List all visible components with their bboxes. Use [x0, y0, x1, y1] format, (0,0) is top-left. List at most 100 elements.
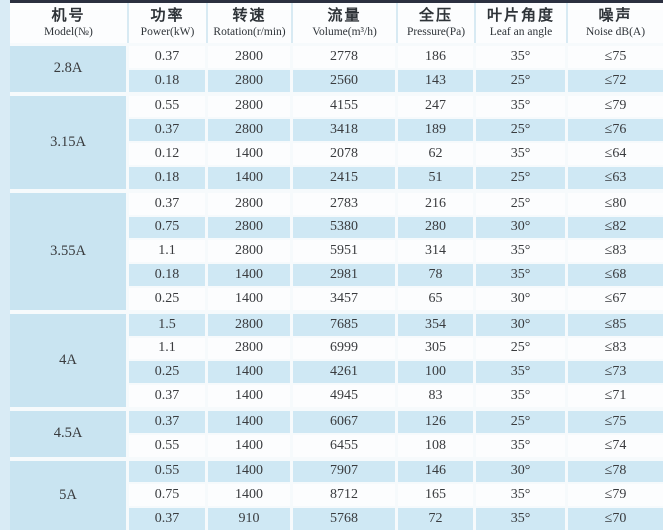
angle-cell: 35° — [476, 508, 565, 530]
volume-cell: 4155 — [293, 95, 395, 118]
column-header-zh: 全压 — [418, 8, 453, 24]
table-row: 0.37 2800 3418 189 25° ≤76 — [129, 119, 663, 142]
model-cell: 3.55A — [10, 192, 126, 310]
volume-cell: 7907 — [293, 460, 395, 483]
table-header: 机号 Model(№) 功率 Power(kW) 转速 Rotation(r/min) 流量… — [10, 0, 663, 43]
pressure-cell: 51 — [398, 166, 473, 189]
column-header-en: Pressure(Pa) — [406, 26, 466, 38]
model-cell: 4.5A — [10, 410, 126, 457]
angle-cell: 25° — [476, 69, 565, 92]
pressure-cell: 83 — [398, 385, 473, 407]
angle-cell: 25° — [476, 410, 565, 433]
table-row: 0.37 2800 2778 186 35° ≤75 — [129, 46, 663, 68]
column-header: 流量 Volume(m³/h) — [293, 3, 398, 43]
rotation-cell: 2800 — [208, 337, 290, 360]
column-header-zh: 转速 — [232, 8, 267, 24]
column-header: 机号 Model(№) — [10, 3, 129, 43]
pressure-cell: 146 — [398, 460, 473, 483]
table-row: 0.75 1400 8712 165 35° ≤79 — [129, 484, 663, 507]
noise-cell: ≤71 — [568, 385, 663, 407]
noise-cell: ≤75 — [568, 410, 663, 433]
rotation-cell: 1400 — [208, 385, 290, 407]
angle-cell: 35° — [476, 240, 565, 263]
volume-cell: 2783 — [293, 192, 395, 215]
angle-cell: 35° — [476, 143, 565, 165]
volume-cell: 3457 — [293, 287, 395, 310]
rotation-cell: 2800 — [208, 69, 290, 92]
rotation-cell: 1400 — [208, 287, 290, 310]
power-cell: 0.75 — [129, 216, 205, 239]
rotation-cell: 2800 — [208, 240, 290, 263]
table-row: 0.55 1400 6455 108 35° ≤74 — [129, 434, 663, 457]
pressure-cell: 143 — [398, 69, 473, 92]
angle-cell: 35° — [476, 361, 565, 384]
model-group: 5A 0.55 1400 7907 146 30° ≤78 0.75 1400 8712 165 35… — [10, 460, 663, 530]
volume-cell: 2415 — [293, 166, 395, 189]
volume-cell: 3418 — [293, 119, 395, 142]
noise-cell: ≤78 — [568, 460, 663, 483]
model-group: 4.5A 0.37 1400 6067 126 25° ≤75 0.55 1400 6455 108… — [10, 410, 663, 457]
noise-cell: ≤73 — [568, 361, 663, 384]
volume-cell: 6067 — [293, 410, 395, 433]
angle-cell: 25° — [476, 192, 565, 215]
page-margin-strip — [0, 0, 10, 530]
rotation-cell: 2800 — [208, 119, 290, 142]
column-header-en: Leaf an angle — [489, 26, 553, 38]
power-cell: 1.1 — [129, 240, 205, 263]
power-cell: 0.55 — [129, 95, 205, 118]
pressure-cell: 126 — [398, 410, 473, 433]
model-group: 3.15A 0.55 2800 4155 247 35° ≤79 0.37 2800 3418 18… — [10, 95, 663, 189]
noise-cell: ≤70 — [568, 508, 663, 530]
power-cell: 1.1 — [129, 337, 205, 360]
noise-cell: ≤74 — [568, 434, 663, 457]
pressure-cell: 165 — [398, 484, 473, 507]
pressure-cell: 186 — [398, 46, 473, 68]
angle-cell: 35° — [476, 95, 565, 118]
table-row: 1.1 2800 5951 314 35° ≤83 — [129, 240, 663, 263]
pressure-cell: 280 — [398, 216, 473, 239]
noise-cell: ≤79 — [568, 95, 663, 118]
table-row: 0.18 1400 2415 51 25° ≤63 — [129, 166, 663, 189]
column-header-en: Rotation(r/min) — [213, 26, 286, 38]
volume-cell: 2981 — [293, 264, 395, 286]
table-row: 0.18 2800 2560 143 25° ≤72 — [129, 69, 663, 92]
angle-cell: 30° — [476, 313, 565, 336]
pressure-cell: 100 — [398, 361, 473, 384]
column-header-en: Power(kW) — [140, 26, 195, 38]
pressure-cell: 247 — [398, 95, 473, 118]
rotation-cell: 1400 — [208, 361, 290, 384]
model-cell: 3.15A — [10, 95, 126, 189]
column-header: 转速 Rotation(r/min) — [208, 3, 293, 43]
volume-cell: 2560 — [293, 69, 395, 92]
table-row: 0.25 1400 3457 65 30° ≤67 — [129, 287, 663, 310]
column-header-zh: 功率 — [150, 8, 185, 24]
rotation-cell: 1400 — [208, 484, 290, 507]
table-row: 0.12 1400 2078 62 35° ≤64 — [129, 143, 663, 165]
angle-cell: 25° — [476, 337, 565, 360]
power-cell: 0.18 — [129, 69, 205, 92]
power-cell: 0.75 — [129, 484, 205, 507]
pressure-cell: 305 — [398, 337, 473, 360]
power-cell: 1.5 — [129, 313, 205, 336]
model-group: 2.8A 0.37 2800 2778 186 35° ≤75 0.18 2800 2560 143… — [10, 46, 663, 92]
rotation-cell: 2800 — [208, 216, 290, 239]
noise-cell: ≤75 — [568, 46, 663, 68]
rotation-cell: 1400 — [208, 264, 290, 286]
noise-cell: ≤83 — [568, 240, 663, 263]
rotation-cell: 1400 — [208, 460, 290, 483]
angle-cell: 25° — [476, 166, 565, 189]
model-group: 3.55A 0.37 2800 2783 216 25° ≤80 0.75 2800 5380 28… — [10, 192, 663, 310]
rotation-cell: 2800 — [208, 46, 290, 68]
noise-cell: ≤68 — [568, 264, 663, 286]
rotation-cell: 1400 — [208, 434, 290, 457]
column-header-en: Model(№) — [44, 26, 93, 38]
rotation-cell: 2800 — [208, 313, 290, 336]
model-cell: 4A — [10, 313, 126, 407]
pressure-cell: 108 — [398, 434, 473, 457]
noise-cell: ≤79 — [568, 484, 663, 507]
noise-cell: ≤83 — [568, 337, 663, 360]
column-header-en: Volume(m³/h) — [312, 26, 377, 38]
rotation-cell: 1400 — [208, 166, 290, 189]
angle-cell: 25° — [476, 119, 565, 142]
